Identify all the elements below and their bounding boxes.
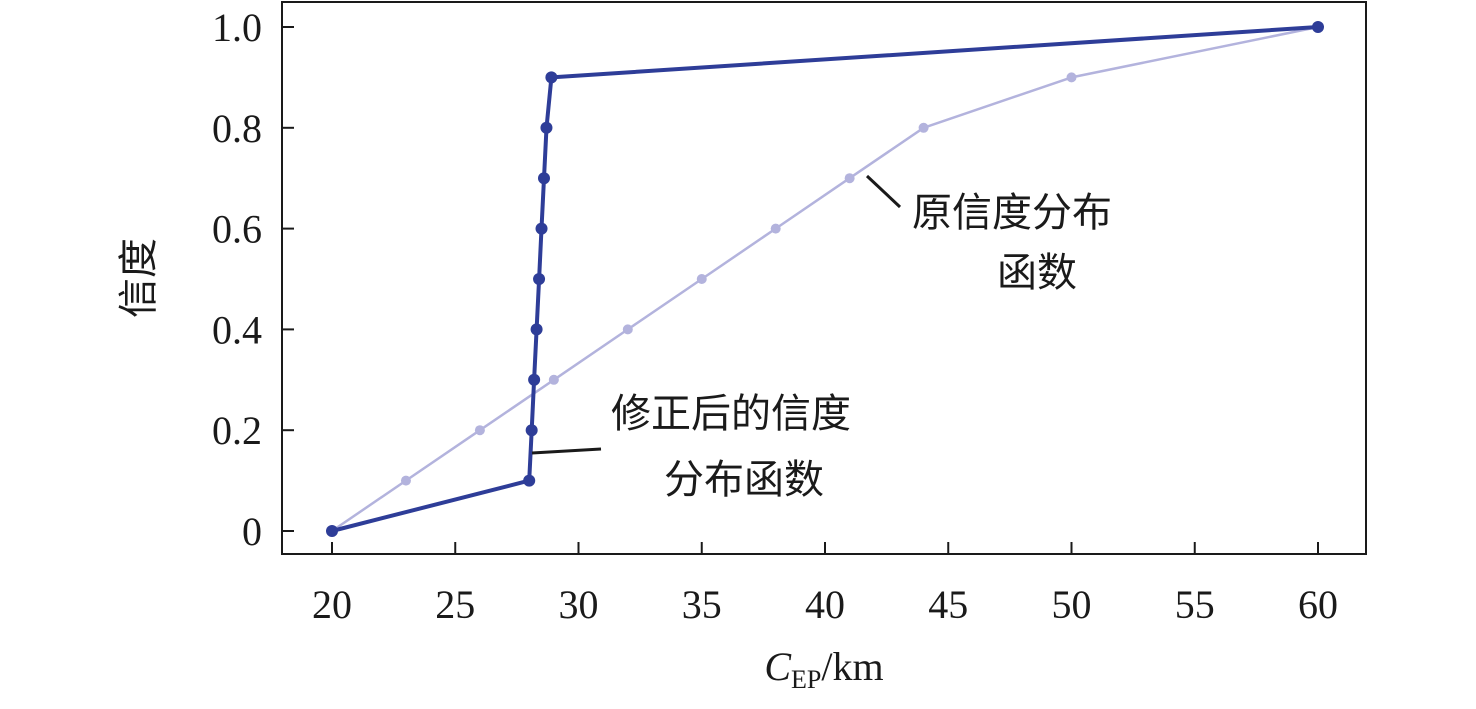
series-point-original xyxy=(918,122,929,133)
annotation-corrected-line-2: 分布函数 xyxy=(664,457,824,503)
x-axis: 20 25 30 35 40 45 50 55 60 xyxy=(312,542,1338,627)
series-point-corrected xyxy=(540,121,553,134)
series-point-original xyxy=(622,324,633,335)
x-tick-label: 45 xyxy=(928,582,968,627)
annotation-original-line-2: 函数 xyxy=(997,250,1077,296)
series-point-corrected xyxy=(533,273,546,285)
annotation-original-line-1: 原信度分布 xyxy=(912,190,1112,236)
x-tick-label: 25 xyxy=(435,582,475,627)
series-point-corrected xyxy=(523,474,536,487)
series-point-corrected xyxy=(537,172,550,185)
series-point-corrected xyxy=(528,373,541,386)
series-point-original xyxy=(400,475,411,486)
series-point-corrected xyxy=(545,71,558,84)
plot-frame xyxy=(281,1,1367,555)
x-axis-label-sub: EP xyxy=(791,665,821,694)
annotation-corrected-line-1: 修正后的信度 xyxy=(611,391,851,437)
annotation-leader-corrected xyxy=(531,447,602,455)
series-point-corrected xyxy=(326,525,338,537)
series-point-corrected xyxy=(530,323,543,336)
x-tick-label: 60 xyxy=(1298,582,1338,627)
series-point-original xyxy=(844,173,855,184)
x-tick-label: 20 xyxy=(312,582,352,627)
series-line-corrected xyxy=(331,25,1319,533)
y-axis-label: 信度 xyxy=(116,238,162,318)
x-tick-label: 40 xyxy=(805,582,845,627)
series-point-original xyxy=(696,274,707,284)
series-point-corrected xyxy=(535,222,548,235)
y-tick-label: 1.0 xyxy=(212,5,262,50)
x-tick-label: 30 xyxy=(559,582,599,627)
y-tick-label: 0.6 xyxy=(212,207,262,252)
x-tick-label: 35 xyxy=(682,582,722,627)
series-point-original xyxy=(770,223,781,234)
series-layer xyxy=(326,21,1324,537)
series-point-original xyxy=(474,425,485,436)
y-axis: 0 0.2 0.4 0.6 0.8 1.0 xyxy=(212,5,294,554)
series-line-original xyxy=(331,25,1319,533)
x-axis-label-unit: /km xyxy=(821,644,883,689)
series-point-original xyxy=(548,374,559,385)
x-axis-label: CEP/km xyxy=(764,644,883,694)
y-tick-label: 0.2 xyxy=(212,408,262,453)
y-tick-label: 0 xyxy=(242,509,262,554)
annotation-leader-original xyxy=(865,174,902,209)
series-point-original xyxy=(1066,72,1077,83)
y-tick-label: 0.8 xyxy=(212,106,262,151)
series-point-corrected xyxy=(525,424,538,437)
y-tick-label: 0.4 xyxy=(212,307,262,352)
x-tick-label: 55 xyxy=(1175,582,1215,627)
x-axis-label-main: C xyxy=(764,644,792,689)
x-tick-label: 50 xyxy=(1052,582,1092,627)
series-point-corrected xyxy=(1312,21,1324,33)
